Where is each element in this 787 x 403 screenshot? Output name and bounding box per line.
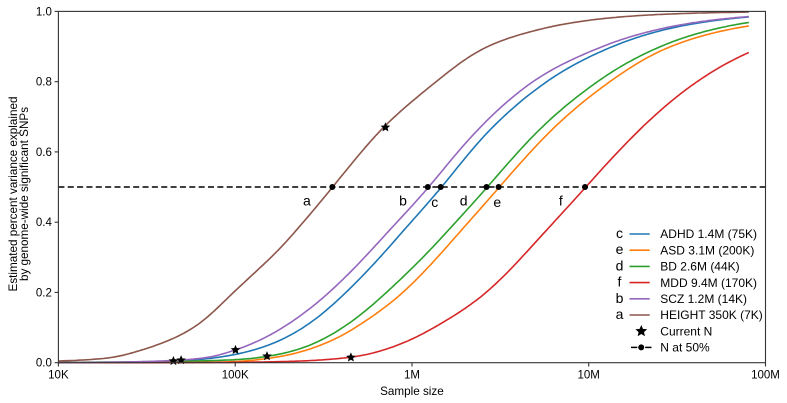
svg-text:1M: 1M [404,370,420,382]
svg-text:100M: 100M [751,370,780,382]
svg-text:c: c [431,194,438,210]
svg-text:0.4: 0.4 [36,217,53,229]
svg-text:0.0: 0.0 [36,358,52,370]
svg-text:ADHD 1.4M (75K): ADHD 1.4M (75K) [660,227,757,241]
svg-text:a: a [303,192,311,208]
svg-text:10K: 10K [48,370,69,382]
svg-text:a: a [616,306,624,322]
svg-text:d: d [616,257,624,273]
svg-text:100K: 100K [222,370,249,382]
svg-text:Sample size: Sample size [380,385,444,398]
svg-text:e: e [493,194,501,210]
svg-text:SCZ 1.2M (14K): SCZ 1.2M (14K) [660,292,747,306]
svg-text:d: d [460,192,468,208]
svg-text:0.8: 0.8 [36,77,52,89]
svg-text:f: f [559,192,563,208]
svg-text:c: c [616,225,623,241]
svg-text:e: e [616,241,624,257]
svg-text:b: b [616,290,624,306]
svg-text:0.2: 0.2 [36,287,52,299]
svg-text:N at 50%: N at 50% [660,341,710,355]
svg-text:f: f [618,274,622,290]
svg-text:10M: 10M [578,370,600,382]
svg-text:0.6: 0.6 [36,147,52,159]
svg-text:Estimated percent variance exp: Estimated percent variance explained [7,97,20,292]
svg-text:by genome-wide significant SNP: by genome-wide significant SNPs [18,107,31,281]
svg-text:HEIGHT 350K (7K): HEIGHT 350K (7K) [660,308,762,322]
svg-text:Current N: Current N [660,324,712,338]
svg-text:b: b [399,192,407,208]
svg-text:ASD 3.1M (200K): ASD 3.1M (200K) [660,243,754,257]
svg-text:MDD 9.4M (170K): MDD 9.4M (170K) [660,276,757,290]
svg-text:BD 2.6M (44K): BD 2.6M (44K) [660,260,739,274]
svg-text:1.0: 1.0 [36,6,52,18]
